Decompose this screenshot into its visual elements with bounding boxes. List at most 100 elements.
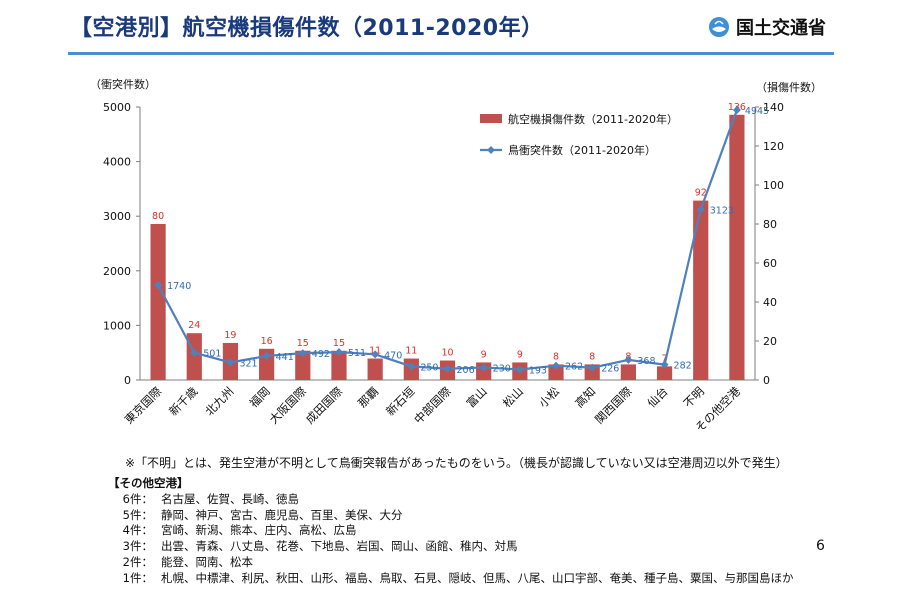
line-point-15 bbox=[696, 205, 705, 214]
airport-names: 宮崎、新潟、熊本、庄内、高松、広島 bbox=[161, 523, 357, 538]
count-label: 4件： bbox=[122, 523, 153, 538]
right-tick-label: 140 bbox=[763, 101, 784, 114]
page-title: 【空港別】航空機損傷件数（2011-2020年） bbox=[70, 16, 544, 41]
bar-6 bbox=[367, 358, 383, 380]
left-tick-label: 3000 bbox=[103, 210, 131, 223]
line-value-label: 206 bbox=[457, 365, 475, 376]
left-tick-label: 5000 bbox=[103, 101, 131, 114]
line-point-11 bbox=[552, 361, 561, 370]
airport-names: 静岡、神戸、宮古、鹿児島、百里、美保、大分 bbox=[161, 507, 403, 522]
page-number: 6 bbox=[816, 538, 825, 554]
line-point-0 bbox=[154, 280, 163, 289]
left-axis-label: （衝突件数） bbox=[90, 77, 156, 91]
left-tick-label: 4000 bbox=[103, 156, 131, 169]
bar-14 bbox=[656, 366, 673, 380]
other-airports-row: 2件： 能登、岡南、松本 bbox=[108, 555, 794, 571]
line-value-label: 226 bbox=[601, 364, 619, 375]
left-tick-label: 1000 bbox=[103, 319, 131, 332]
right-tick-label: 60 bbox=[763, 257, 777, 270]
bar-16 bbox=[729, 114, 745, 381]
line-point-2 bbox=[226, 358, 235, 367]
line-value-label: 470 bbox=[384, 350, 402, 361]
line-value-label: 230 bbox=[493, 363, 511, 374]
other-airports-list: 【その他空港】 6件： 名古屋、佐賀、長崎、徳島 5件： 静岡、神戸、宮古、鹿児島、百… bbox=[108, 476, 794, 587]
other-airports-heading: 【その他空港】 bbox=[108, 476, 189, 490]
bar-value-label: 24 bbox=[188, 320, 200, 331]
bar-value-label: 16 bbox=[261, 336, 273, 347]
left-tick-label: 0 bbox=[124, 374, 131, 387]
other-airports-row: 6件： 名古屋、佐賀、長崎、徳島 bbox=[108, 492, 794, 508]
category-label: 仙台 bbox=[645, 384, 671, 410]
count-label: 5件： bbox=[122, 507, 153, 522]
category-label: 北九州 bbox=[202, 384, 236, 418]
bar-value-label: 9 bbox=[481, 349, 487, 360]
bar-value-label: 9 bbox=[517, 349, 523, 360]
bar-value-label: 8 bbox=[589, 351, 595, 362]
line-value-label: 250 bbox=[420, 362, 438, 373]
right-tick-label: 80 bbox=[763, 218, 777, 231]
other-airports-row: 3件： 出雲、青森、八丈島、花巻、下地島、岩国、岡山、函館、稚内、対馬 bbox=[108, 539, 794, 555]
other-airports-row: 5件： 静岡、神戸、宮古、鹿児島、百里、美保、大分 bbox=[108, 508, 794, 524]
right-tick-label: 100 bbox=[763, 179, 784, 192]
category-label: 新石垣 bbox=[383, 384, 418, 419]
line-value-label: 511 bbox=[348, 348, 366, 359]
line-point-10 bbox=[515, 365, 524, 374]
airport-names: 札幌、中標津、利尻、秋田、山形、福島、鳥取、石見、隠岐、但馬、八尾、山口宇部、奄… bbox=[161, 570, 794, 585]
right-axis-label: （損傷件数） bbox=[756, 80, 822, 94]
line-value-label: 501 bbox=[203, 349, 221, 360]
other-airports-row: 1件： 札幌、中標津、利尻、秋田、山形、福島、鳥取、石見、隠岐、但馬、八尾、山口宇… bbox=[108, 571, 794, 587]
category-label: 大阪国際 bbox=[266, 384, 309, 427]
airport-names: 名古屋、佐賀、長崎、徳島 bbox=[161, 491, 299, 506]
category-label: 松山 bbox=[500, 384, 526, 410]
line-value-label: 321 bbox=[239, 358, 257, 369]
right-tick-label: 20 bbox=[763, 335, 777, 348]
right-tick-label: 40 bbox=[763, 296, 777, 309]
line-point-3 bbox=[262, 351, 271, 360]
line-value-label: 368 bbox=[637, 356, 655, 367]
line-point-14 bbox=[660, 360, 669, 369]
category-label: 小松 bbox=[536, 384, 562, 410]
right-tick-label: 120 bbox=[763, 140, 784, 153]
line-value-label: 441 bbox=[276, 352, 294, 363]
line-point-6 bbox=[371, 350, 380, 359]
category-label: 富山 bbox=[464, 384, 490, 410]
line-value-label: 282 bbox=[674, 361, 692, 372]
bar-value-label: 8 bbox=[553, 351, 559, 362]
category-label: 那覇 bbox=[355, 384, 381, 410]
count-label: 1件： bbox=[122, 570, 153, 585]
line-point-4 bbox=[298, 349, 307, 358]
bar-value-label: 15 bbox=[297, 338, 309, 349]
line-point-12 bbox=[588, 363, 597, 372]
bar-0 bbox=[150, 224, 166, 380]
line-point-13 bbox=[624, 355, 633, 364]
mlit-drop-logo-icon bbox=[708, 16, 730, 38]
bar-4 bbox=[295, 350, 311, 380]
line-value-label: 4945 bbox=[745, 106, 769, 117]
right-tick-label: 0 bbox=[763, 374, 770, 387]
category-label: 新千歳 bbox=[166, 384, 201, 419]
legend-line-label: 鳥衝突件数（2011-2020年） bbox=[508, 143, 656, 157]
bar-value-label: 19 bbox=[224, 330, 236, 341]
line-value-label: 262 bbox=[565, 362, 583, 373]
category-label: 東京国際 bbox=[122, 384, 165, 427]
count-label: 3件： bbox=[122, 539, 153, 554]
title-underline bbox=[68, 52, 834, 55]
airport-names: 出雲、青森、八丈島、花巻、下地島、岩国、岡山、函館、稚内、対馬 bbox=[161, 539, 518, 554]
bar-value-label: 15 bbox=[333, 338, 345, 349]
bar-value-label: 10 bbox=[441, 348, 453, 359]
bar-5 bbox=[331, 350, 347, 380]
category-label: 中部国際 bbox=[411, 384, 454, 427]
count-label: 2件： bbox=[122, 554, 153, 569]
ministry-logo: 国土交通省 bbox=[708, 14, 826, 40]
line-value-label: 193 bbox=[529, 365, 547, 376]
bar-value-label: 11 bbox=[405, 346, 417, 357]
ministry-name: 国土交通省 bbox=[736, 18, 826, 39]
bar-value-label: 7 bbox=[662, 353, 668, 364]
bar-13 bbox=[620, 364, 636, 380]
count-label: 6件： bbox=[122, 491, 153, 506]
other-airports-row: 4件： 宮崎、新潟、熊本、庄内、高松、広島 bbox=[108, 523, 794, 539]
bar-15 bbox=[693, 200, 709, 380]
line-value-label: 1740 bbox=[167, 281, 191, 292]
bird-strike-chart: 0 1000 2000 3000 4000 5000 0 20 40 60 80 100 120 140 （… bbox=[90, 77, 822, 435]
footnote: ※「不明」とは、発生空港が不明として鳥衝突報告があったものをいう。（機長が認識し… bbox=[125, 456, 788, 470]
